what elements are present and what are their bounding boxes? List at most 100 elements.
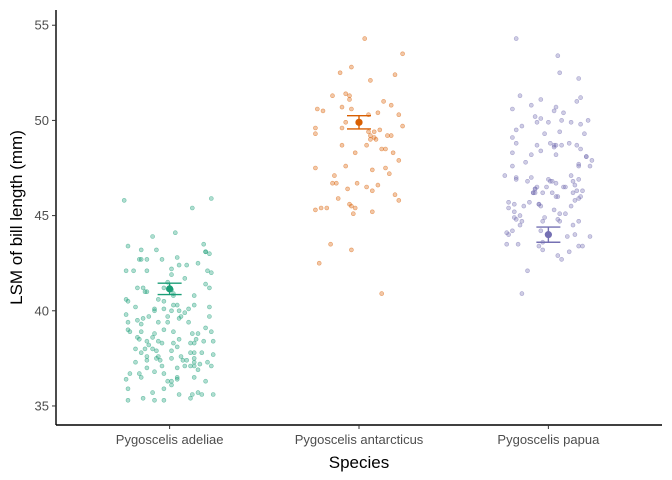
data-point	[578, 121, 583, 127]
data-point	[152, 308, 157, 314]
lsm-point	[355, 118, 363, 126]
data-point	[171, 329, 176, 335]
data-point	[528, 152, 534, 157]
data-point	[343, 91, 349, 97]
data-point	[536, 243, 542, 249]
data-point	[161, 397, 167, 403]
data-point	[513, 177, 519, 182]
data-point	[324, 205, 330, 211]
data-point	[396, 112, 402, 117]
data-point	[150, 234, 155, 239]
data-point	[191, 375, 197, 380]
data-point	[578, 146, 583, 152]
data-point	[157, 357, 163, 363]
data-point	[349, 247, 354, 253]
data-point	[133, 346, 138, 352]
data-point	[570, 179, 576, 184]
data-point	[209, 363, 214, 369]
data-point	[339, 142, 345, 148]
data-point	[559, 257, 564, 262]
data-point	[203, 281, 208, 287]
data-point	[339, 125, 345, 131]
data-point	[156, 319, 161, 325]
data-point	[184, 357, 189, 363]
data-point	[188, 340, 193, 346]
data-point	[371, 129, 377, 135]
data-point	[191, 363, 197, 369]
data-point	[578, 194, 583, 199]
data-point	[345, 186, 350, 192]
data-point	[199, 392, 205, 397]
data-point	[576, 243, 582, 249]
data-point	[174, 344, 180, 350]
data-point	[580, 188, 585, 194]
data-point	[369, 209, 375, 215]
data-point	[542, 131, 547, 136]
data-point	[538, 116, 544, 121]
data-point	[182, 276, 188, 281]
data-point	[585, 118, 591, 123]
data-point	[547, 141, 553, 146]
data-point	[583, 154, 589, 159]
data-point	[156, 338, 161, 344]
data-point	[205, 268, 210, 274]
data-point	[159, 363, 165, 369]
data-point	[379, 146, 385, 152]
data-point	[510, 150, 515, 156]
data-point	[174, 365, 180, 371]
data-point	[161, 371, 167, 376]
data-point	[510, 106, 515, 112]
data-point	[519, 219, 525, 224]
data-point	[578, 95, 583, 100]
data-point	[125, 298, 131, 304]
data-point	[347, 97, 352, 102]
data-point	[125, 397, 131, 403]
data-point	[195, 367, 201, 373]
data-point	[546, 177, 551, 182]
data-point	[368, 78, 373, 83]
data-point	[519, 123, 525, 129]
data-point	[388, 102, 394, 108]
data-point	[506, 232, 511, 237]
data-point	[144, 357, 150, 363]
data-point	[316, 260, 322, 266]
data-point	[589, 158, 595, 163]
data-point	[313, 125, 318, 131]
data-point	[176, 336, 182, 342]
points-layer	[121, 36, 595, 403]
data-point	[553, 180, 559, 186]
data-point	[337, 70, 343, 76]
data-point	[544, 184, 549, 190]
data-point	[154, 348, 159, 354]
data-point	[140, 285, 146, 291]
data-point	[511, 215, 517, 220]
data-point	[366, 129, 371, 135]
data-point	[174, 255, 180, 260]
data-point	[368, 133, 373, 138]
x-tick-label: Pygoscelis adeliae	[116, 432, 224, 447]
data-point	[528, 102, 534, 108]
data-point	[354, 180, 360, 186]
data-point	[538, 228, 544, 234]
data-point	[576, 177, 582, 182]
data-point	[314, 106, 320, 112]
data-point	[125, 319, 131, 325]
data-point	[169, 356, 174, 361]
data-point	[191, 340, 197, 346]
data-point	[146, 314, 152, 319]
data-point	[144, 354, 150, 359]
data-point	[169, 348, 174, 354]
data-point	[131, 268, 136, 274]
data-point	[184, 262, 189, 268]
data-point	[135, 285, 140, 291]
data-point	[332, 173, 337, 178]
data-point	[133, 359, 138, 365]
data-point	[161, 306, 167, 312]
data-point	[161, 386, 167, 392]
data-point	[150, 335, 155, 340]
data-point	[176, 308, 182, 314]
data-point	[568, 120, 574, 125]
data-point	[191, 302, 197, 308]
data-point	[540, 219, 546, 224]
